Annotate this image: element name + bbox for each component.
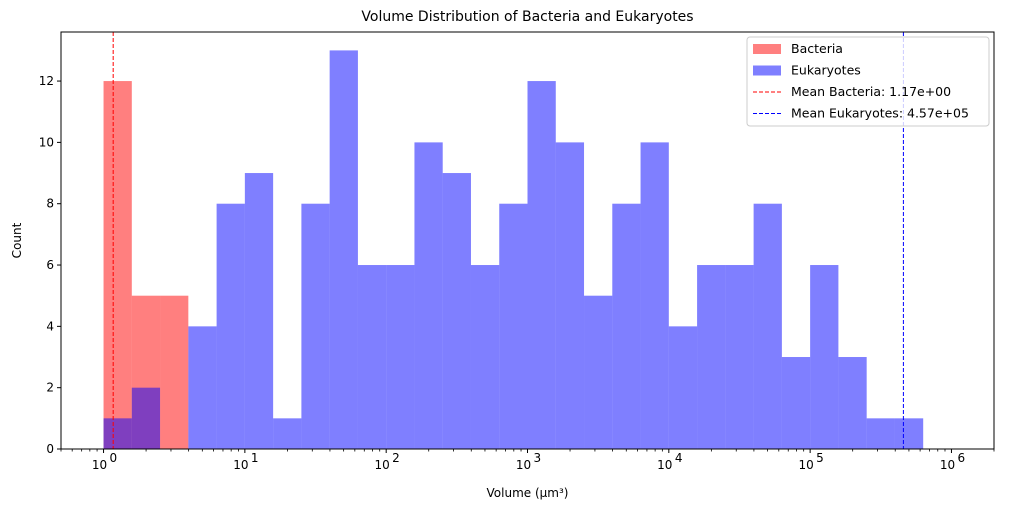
eukaryotes-bar [244, 173, 274, 449]
x-tick-exponent: 0 [110, 451, 118, 465]
eukaryotes-bar [866, 418, 895, 449]
x-tick-exponent: 3 [534, 451, 542, 465]
eukaryotes-bar [612, 203, 641, 449]
chart-title: Volume Distribution of Bacteria and Euka… [361, 9, 693, 25]
eukaryotes-bar [527, 81, 556, 449]
y-tick-label: 12 [39, 74, 54, 88]
x-tick-label: 10 [798, 458, 813, 472]
legend-label: Bacteria [791, 41, 843, 56]
eukaryotes-bar [188, 326, 217, 449]
x-tick-label: 10 [92, 458, 107, 472]
y-tick-label: 10 [39, 135, 54, 149]
x-tick-exponent: 1 [251, 451, 259, 465]
y-tick-label: 6 [46, 258, 54, 272]
x-tick-label: 10 [233, 458, 248, 472]
eukaryotes-bar [273, 418, 302, 449]
eukaryotes-bar [781, 357, 811, 449]
y-tick-label: 8 [46, 197, 54, 211]
x-tick-exponent: 2 [392, 451, 400, 465]
eukaryotes-bar [357, 265, 387, 449]
x-tick-label: 10 [375, 458, 390, 472]
x-tick-exponent: 4 [675, 451, 683, 465]
eukaryotes-bar [894, 418, 924, 449]
eukaryotes-bar [668, 326, 698, 449]
x-axis-label: Volume (μm³) [487, 486, 569, 500]
eukaryotes-bar [838, 357, 867, 449]
legend: Bacteria Eukaryotes Mean Bacteria: 1.17e+0… [746, 36, 990, 127]
legend-swatch [753, 44, 781, 54]
eukaryotes-bar [216, 203, 245, 449]
eukaryotes-bar [103, 418, 132, 449]
bacteria-bar [160, 295, 189, 449]
eukaryotes-bar [555, 142, 585, 449]
eukaryotes-bar [640, 142, 669, 449]
eukaryotes-bar [697, 265, 726, 449]
legend-label: Mean Bacteria: 1.17e+00 [791, 84, 951, 99]
eukaryotes-bar [470, 265, 500, 449]
eukaryotes-bar [499, 203, 528, 449]
eukaryotes-bar [810, 265, 839, 449]
x-tick-label: 10 [657, 458, 672, 472]
x-axis: 10 0 10 1 10 2 10 3 10 4 10 5 10 6 [60, 449, 995, 472]
y-tick-label: 4 [46, 319, 54, 333]
bacteria-bar [103, 81, 132, 449]
eukaryotes-bar [301, 203, 330, 449]
legend-label: Eukaryotes [791, 63, 861, 78]
x-tick-exponent: 5 [816, 451, 824, 465]
y-tick-label: 0 [46, 442, 54, 456]
eukaryotes-bar [725, 265, 754, 449]
eukaryotes-bar [386, 265, 415, 449]
legend-swatch [753, 65, 781, 76]
y-tick-label: 2 [46, 381, 54, 395]
eukaryotes-bar [131, 387, 161, 449]
x-tick-label: 10 [940, 458, 955, 472]
bars-layer [103, 50, 924, 449]
legend-label: Mean Eukaryotes: 4.57e+05 [791, 106, 969, 121]
eukaryotes-bar [414, 142, 443, 449]
legend-box [746, 36, 990, 127]
y-axis: 0 2 4 6 8 10 12 [39, 74, 61, 456]
eukaryotes-bar [329, 50, 358, 449]
eukaryotes-bar [584, 295, 613, 449]
y-axis-label: Count [10, 222, 24, 258]
x-tick-label: 10 [516, 458, 531, 472]
eukaryotes-bar [753, 203, 782, 449]
x-tick-exponent: 6 [957, 451, 965, 465]
eukaryotes-bar [442, 173, 471, 449]
